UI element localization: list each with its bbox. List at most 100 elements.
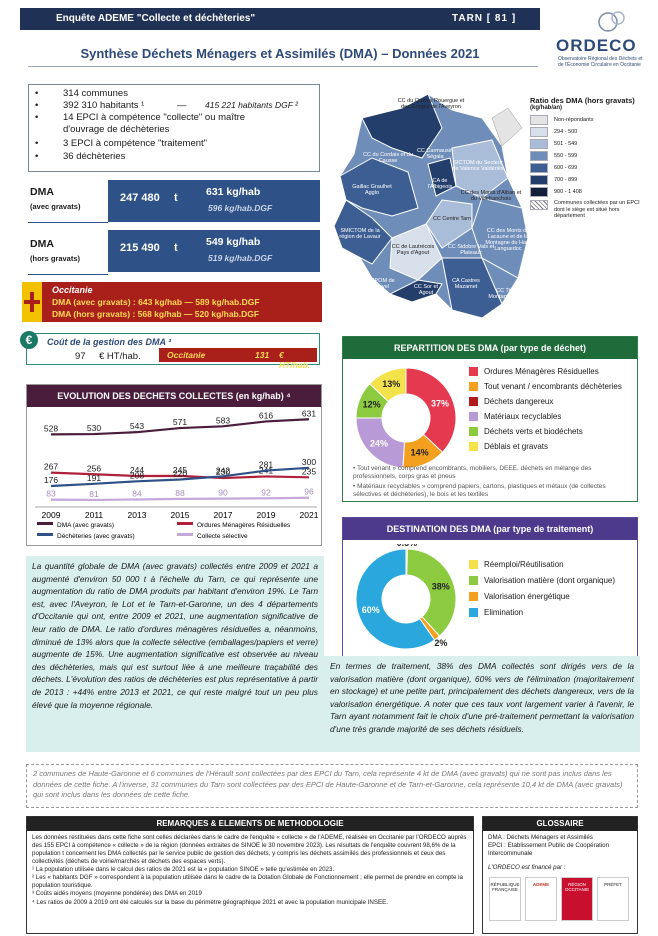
map-label-albigeois: CA de l'Albigeois	[427, 178, 453, 190]
map-label-monts-alban: CC des Monts d'Alban et du Villefranchoi…	[460, 190, 522, 202]
page-title: Synthèse Déchets Ménagers et Assimilés (…	[80, 46, 480, 61]
legend-swatch	[530, 139, 548, 149]
title-divider	[28, 66, 538, 67]
occitan-cross-icon	[22, 282, 42, 322]
data-label: 230	[216, 467, 230, 477]
legend-swatch	[530, 163, 548, 173]
legend-item: 600 - 699	[530, 162, 652, 174]
legend-swatch	[530, 151, 548, 161]
data-label: 84	[132, 488, 142, 498]
slice-label: 24%	[370, 438, 388, 448]
methodology-title: REMARQUES & ELEMENTS DE METHODOLOGIE	[27, 817, 473, 831]
legend-title: Ratio des DMA (hors gravats)	[530, 96, 635, 105]
methodology-p3: ² Les « habitants DGF » correspondent à …	[32, 874, 463, 890]
legend-items: Non-répondants 294 - 500 501 - 549 550 - 59…	[530, 114, 652, 198]
map-label-carmausin: CC Carmausin Ségala	[416, 148, 454, 160]
data-label: 96	[304, 487, 314, 497]
data-label: 92	[261, 487, 271, 497]
data-label: 571	[173, 417, 187, 427]
pie-slice	[406, 548, 457, 637]
methodology-p4: ³ Coûts aidés moyens (moyenne pondérée) …	[32, 890, 202, 898]
department-label: TARN [ 81 ]	[452, 13, 517, 24]
legend-label: 900 - 1 408	[554, 189, 582, 195]
series-line-0	[50, 418, 310, 436]
data-label: 176	[44, 475, 58, 485]
fact-habitants: 392 310 habitants ¹	[63, 100, 145, 111]
data-label: 244	[130, 465, 144, 475]
legend-item: 501 - 549	[530, 138, 652, 150]
data-label: 528	[44, 423, 58, 433]
partner-logo-republique: RÉPUBLIQUE FRANÇAISE	[489, 877, 521, 921]
legend-item: 700 - 899	[530, 174, 652, 186]
dma-hors-sub: (hors gravats)	[30, 254, 81, 263]
data-label: 242	[216, 465, 230, 475]
fact-dash: —	[177, 100, 187, 111]
glossary-dma: DMA : Déchets Ménagers et Assimilés	[488, 834, 593, 841]
map-label-lavaur: SMICTOM de la région de Lavaur	[339, 228, 381, 240]
data-label: 90	[218, 488, 228, 498]
legend-hatch-swatch	[530, 200, 548, 210]
partner-logo-prefet: PRÉFET	[597, 877, 629, 921]
legend-label: Collecte sélective	[197, 533, 248, 540]
logo-mark-icon	[598, 11, 625, 32]
x-tick-label: 2013	[128, 510, 147, 520]
map-legend: Ratio des DMA (hors gravats) (kg/hab/an)…	[530, 96, 652, 222]
methodology-p5: ⁴ Les ratios de 2009 à 2019 ont été calc…	[32, 898, 388, 906]
map-label-gaillac: Gaillac Graulhet Agglo	[352, 184, 392, 196]
cost-unit: € HT/hab.	[99, 351, 141, 362]
ordeco-logo: ORDECO Observatoire Régional des Déchets…	[548, 11, 648, 94]
partner-logos: RÉPUBLIQUE FRANÇAISE ADEME RÉGION OCCITA…	[489, 877, 629, 921]
legend-label: Déblais et gravats	[484, 442, 549, 451]
legend-unit: (kg/hab/an)	[530, 105, 563, 111]
data-label: 191	[87, 473, 101, 483]
slice-label: 38%	[432, 581, 450, 591]
key-facts-box: • 314 communes • 392 310 habitants ¹ — 415…	[28, 84, 320, 172]
dma-avec-tonnes: 247 480	[120, 192, 160, 204]
data-label: 281	[259, 460, 273, 470]
logo-word: ORDECO	[556, 36, 637, 55]
legend-label: Tout venant / encombrants déchèteries	[484, 382, 622, 391]
legend-label: Ordures Ménagères Résiduelles	[484, 367, 599, 376]
legend-swatch	[530, 175, 548, 185]
legend-swatch	[37, 533, 53, 536]
repartition-panel: REPARTITION DES DMA (par type de déchet)…	[342, 336, 638, 502]
legend-label: Valorisation matière (dont organique)	[484, 576, 616, 585]
slice-label: 60%	[362, 605, 380, 615]
legend-hatch-item: Communes collectées par un EPCI dont le …	[530, 200, 652, 222]
dma-hors-kg: 549 kg/hab	[206, 236, 261, 248]
slice-label: 13%	[382, 379, 400, 389]
repartition-note-1: • Tout venant » comprend encombrants, mo…	[353, 465, 592, 481]
methodology-box: REMARQUES & ELEMENTS DE METHODOLOGIE Les…	[26, 816, 474, 934]
dma-hors-box: 215 490 t 549 kg/hab 519 kg/hab.DGF	[108, 230, 320, 272]
fact-habitants-dgf: 415 221 habitants DGF ²	[205, 100, 298, 110]
legend-swatch	[469, 576, 478, 585]
dma-hors-unit: t	[174, 242, 178, 254]
dma-hors-rule	[28, 274, 108, 275]
slice-label: 14%	[411, 447, 429, 457]
legend-label: 700 - 899	[554, 177, 578, 183]
cost-occitanie: Occitanie 131 € HT/hab.	[159, 348, 317, 370]
occitanie-hors: DMA (hors gravats) : 568 kg/hab — 520 kg…	[52, 309, 260, 319]
dma-avec-rule	[28, 222, 108, 223]
x-tick-label: 2015	[171, 510, 190, 520]
analysis-paragraph-2: En termes de traitement, 38% des DMA col…	[324, 656, 640, 752]
map-label-lacaune: CC des Monts de Lacaune et de la Montagn…	[485, 228, 531, 252]
legend-swatch	[530, 187, 548, 197]
x-tick-label: 2011	[85, 510, 104, 520]
survey-title: Enquête ADEME "Collecte et déchèteries"	[56, 13, 256, 24]
x-tick-label: 2009	[42, 510, 61, 520]
legend-label: Déchets dangereux	[484, 397, 554, 406]
methodology-p1: Les données restituées dans cette fiche …	[32, 834, 467, 866]
data-label: 208	[130, 470, 144, 480]
legend-item: 550 - 599	[530, 150, 652, 162]
repartition-note-2: • Matériaux recyclables » comprend papie…	[353, 483, 606, 499]
map-svg	[333, 93, 529, 319]
legend-item: Déchets dangereux	[469, 397, 553, 406]
series-line-3	[50, 496, 310, 502]
data-label: 543	[130, 421, 144, 431]
legend-label: Matériaux recyclables	[484, 412, 562, 421]
legend-hatch-label: Communes collectées par un EPCI dont le …	[554, 200, 640, 220]
data-label: 235	[302, 466, 316, 476]
legend-swatch	[530, 115, 548, 125]
